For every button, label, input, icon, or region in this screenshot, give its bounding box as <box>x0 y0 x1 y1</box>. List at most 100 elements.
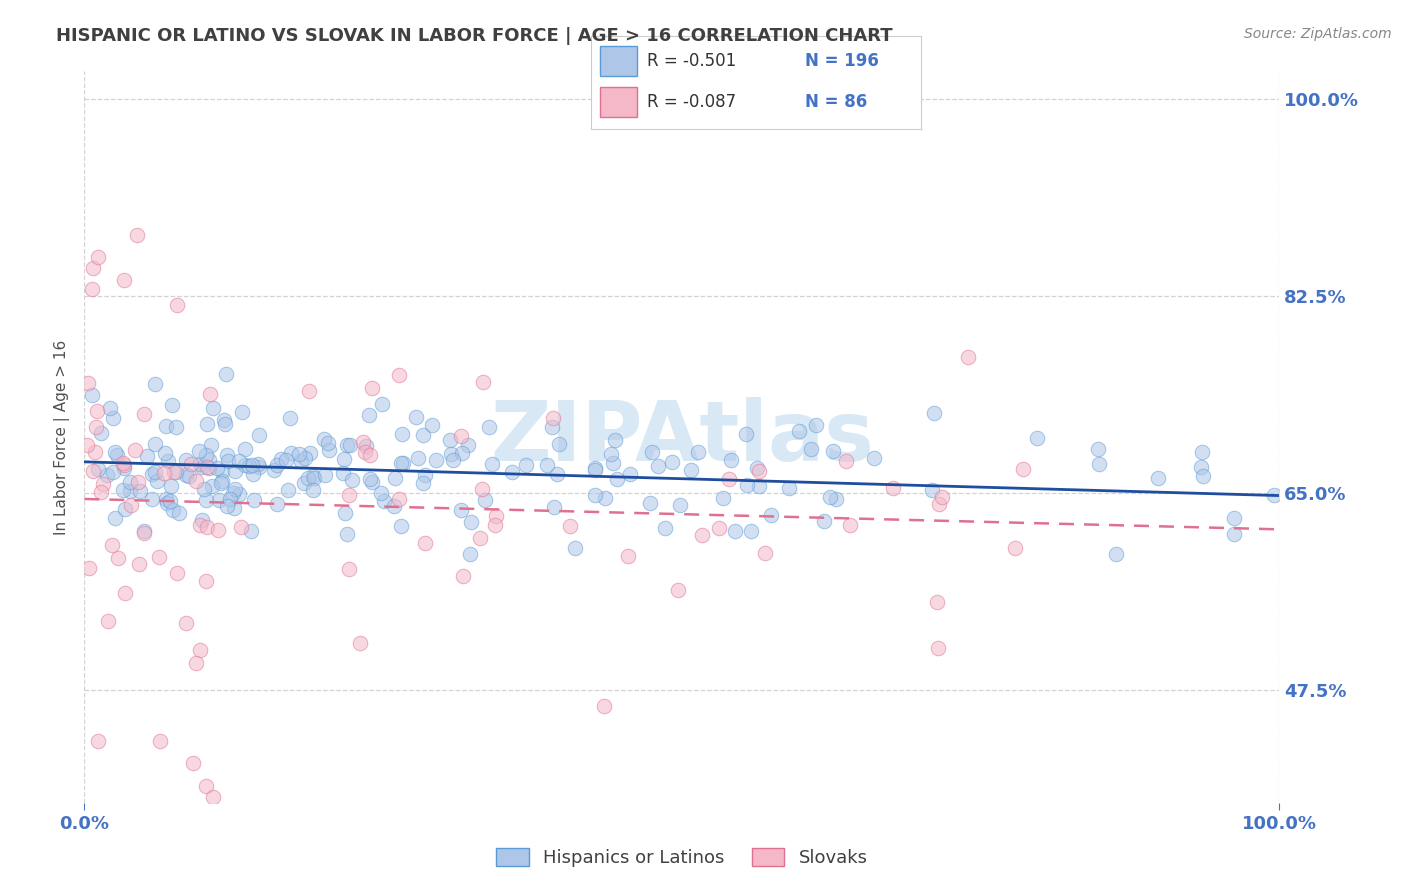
Point <box>1147 471 1170 485</box>
Point <box>360 475 382 489</box>
Point <box>160 398 183 412</box>
Point <box>159 494 181 508</box>
Point <box>101 411 124 425</box>
Point <box>735 478 758 492</box>
Point <box>214 417 236 431</box>
Point <box>583 488 606 502</box>
Point <box>441 453 464 467</box>
Point <box>425 452 447 467</box>
Point <box>205 460 228 475</box>
Point <box>80 388 103 402</box>
Point <box>747 460 769 475</box>
Point <box>135 450 157 464</box>
Point <box>263 463 285 477</box>
Point <box>231 405 253 419</box>
Point <box>194 492 217 507</box>
Point <box>84 419 107 434</box>
Point <box>132 526 155 541</box>
Point <box>214 413 236 427</box>
Point <box>201 401 224 415</box>
Point <box>198 387 221 401</box>
Point <box>195 459 218 474</box>
Point <box>593 491 616 505</box>
Point <box>231 520 253 534</box>
Point <box>84 445 107 459</box>
Point <box>882 481 904 495</box>
Point <box>484 517 506 532</box>
Point <box>669 498 692 512</box>
Point <box>314 467 336 482</box>
Point <box>339 438 361 452</box>
Text: Source: ZipAtlas.com: Source: ZipAtlas.com <box>1244 27 1392 41</box>
Point <box>583 460 606 475</box>
Point <box>298 446 321 460</box>
Point <box>274 453 297 467</box>
Point <box>149 734 172 748</box>
Point <box>478 420 501 434</box>
Point <box>778 481 800 495</box>
Point <box>748 464 770 478</box>
Point <box>167 506 190 520</box>
Point <box>270 452 292 467</box>
Point <box>316 436 339 450</box>
Point <box>112 458 135 472</box>
Point <box>214 368 236 382</box>
Point <box>735 426 758 441</box>
Point <box>371 397 394 411</box>
Point <box>800 442 823 456</box>
Point <box>413 536 436 550</box>
Point <box>190 643 212 657</box>
Point <box>603 433 626 447</box>
Point <box>209 476 232 491</box>
Point <box>354 439 377 453</box>
Point <box>87 462 110 476</box>
Point <box>76 438 98 452</box>
Point <box>501 465 523 479</box>
Point <box>813 514 835 528</box>
Point <box>211 474 233 488</box>
Point <box>118 483 141 498</box>
Point <box>468 532 491 546</box>
Point <box>332 467 354 481</box>
Point <box>748 478 770 492</box>
Point <box>1004 541 1026 555</box>
Legend: Hispanics or Latinos, Slovaks: Hispanics or Latinos, Slovaks <box>489 841 875 874</box>
Point <box>392 456 415 470</box>
Point <box>166 298 188 312</box>
Point <box>420 418 443 433</box>
Bar <box>600 87 637 117</box>
Point <box>80 282 103 296</box>
Point <box>412 428 434 442</box>
Point <box>82 464 104 478</box>
Point <box>242 467 264 482</box>
Point <box>408 450 430 465</box>
Point <box>337 562 360 576</box>
Point <box>288 447 311 461</box>
Point <box>215 448 238 462</box>
Point <box>101 465 124 479</box>
Point <box>162 465 184 479</box>
Point <box>647 459 669 474</box>
Point <box>387 368 409 382</box>
Point <box>686 445 709 459</box>
Point <box>202 790 225 805</box>
Point <box>124 443 146 458</box>
Point <box>193 482 215 496</box>
Point <box>228 487 250 501</box>
Point <box>707 521 730 535</box>
Point <box>370 486 392 500</box>
Point <box>1263 488 1285 502</box>
Point <box>190 518 212 533</box>
Point <box>921 483 943 497</box>
Point <box>1222 510 1244 524</box>
Point <box>863 450 886 465</box>
Point <box>389 519 412 533</box>
Point <box>224 482 246 496</box>
Point <box>359 472 381 486</box>
Point <box>112 460 135 475</box>
Point <box>1088 457 1111 471</box>
Point <box>152 466 174 480</box>
Point <box>181 756 204 771</box>
Point <box>195 574 218 588</box>
Point <box>86 404 108 418</box>
